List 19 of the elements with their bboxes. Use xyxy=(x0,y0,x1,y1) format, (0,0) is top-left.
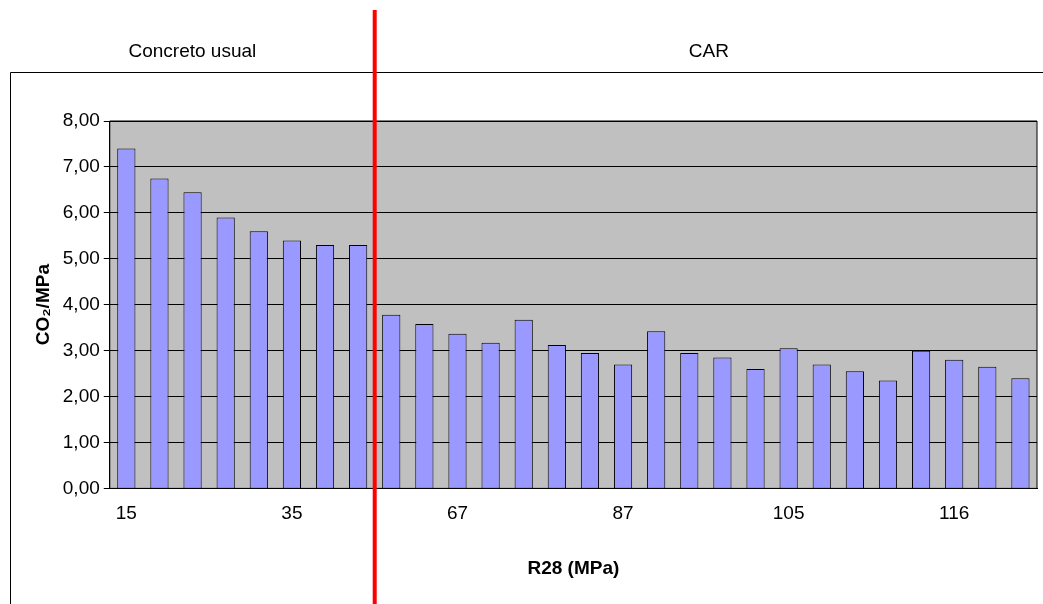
y-tick-label: 1,00 xyxy=(62,430,100,452)
y-tick-label: 4,00 xyxy=(62,292,100,314)
x-axis-title: R28 (MPa) xyxy=(527,556,620,578)
text: CAR xyxy=(688,40,729,62)
y-axis-title: CO₂/MPa xyxy=(31,263,53,346)
x-tick-label: 116 xyxy=(939,502,970,524)
x-tick-label: 35 xyxy=(281,502,303,524)
x-tick-label: 105 xyxy=(772,502,805,524)
x-tick-label: 67 xyxy=(446,502,469,524)
x-tick-label: 87 xyxy=(612,502,634,524)
y-tick-label: 0,00 xyxy=(62,476,100,498)
y-tick-label: 7,00 xyxy=(62,155,100,177)
x-tick-label: 15 xyxy=(115,502,137,524)
text: Concreto usual xyxy=(128,40,257,62)
y-tick-label: 2,00 xyxy=(62,384,100,406)
y-tick-label: 6,00 xyxy=(62,201,100,223)
y-tick-label: 8,00 xyxy=(62,109,100,131)
y-tick-label: 5,00 xyxy=(62,247,100,269)
y-tick-label: 3,00 xyxy=(62,338,100,360)
